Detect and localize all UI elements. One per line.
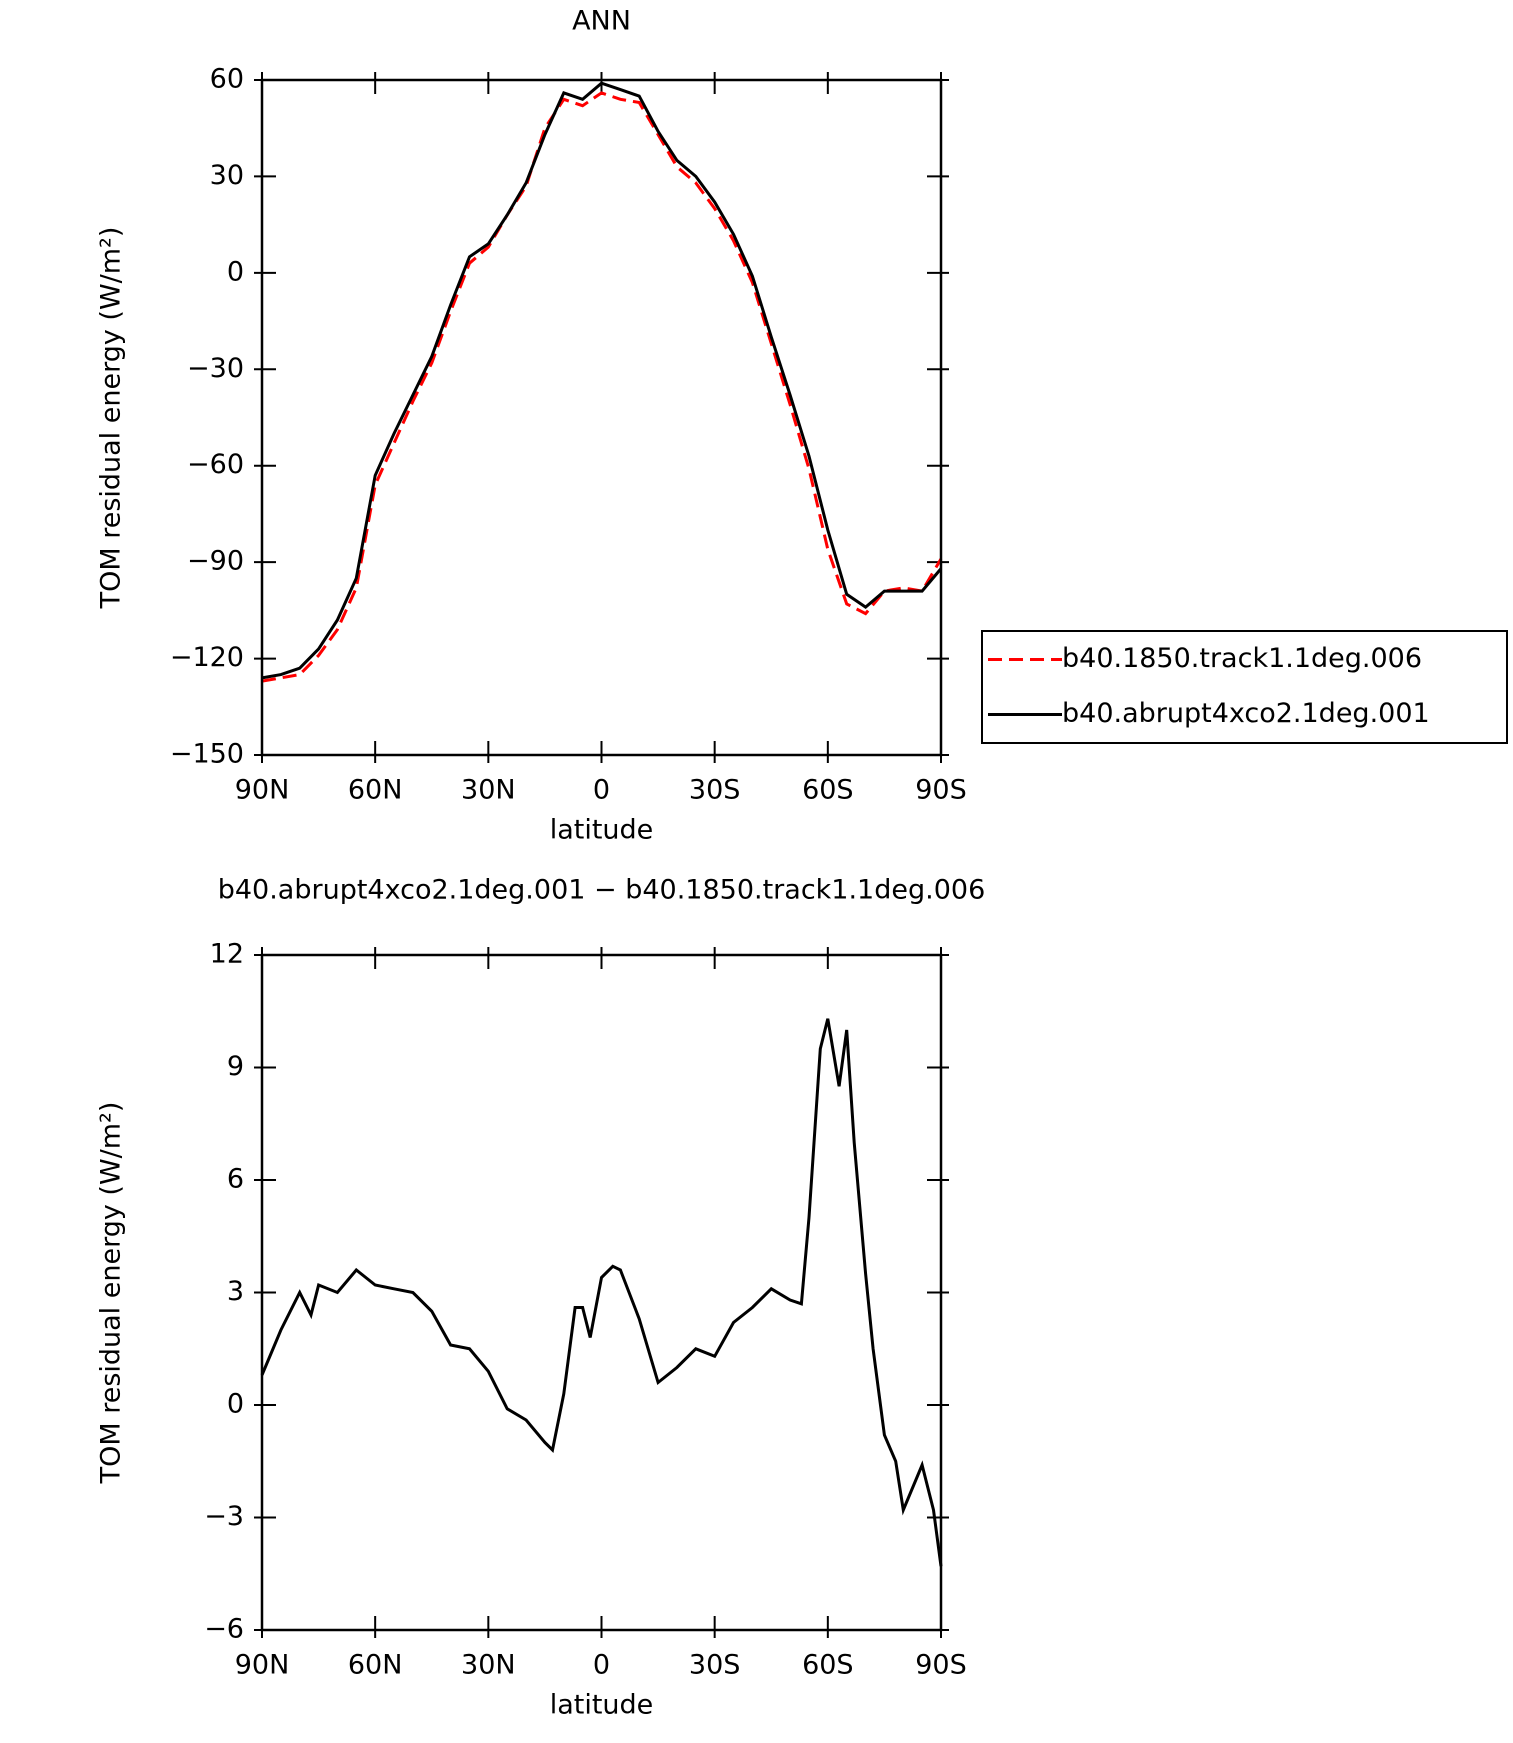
x-tick-label: 90N [235,1650,290,1681]
y-tick-label: 0 [227,1389,244,1420]
legend-label: b40.1850.track1.1deg.006 [1062,643,1422,674]
y-tick-label: 30 [210,160,244,191]
y-tick-label: −30 [187,353,244,384]
plot-frame [260,78,943,757]
series-line [261,91,943,683]
y-tick-label: 0 [227,256,244,287]
y-tick-label: 3 [227,1276,244,1307]
x-axis-label: latitude [550,1690,654,1721]
x-tick-label: 90S [915,1650,967,1681]
x-tick-label: 90S [915,775,967,806]
chart-title: ANN [572,6,631,37]
x-tick-label: 0 [593,775,610,806]
y-tick-label: −60 [187,449,244,480]
x-tick-label: 30S [689,1650,741,1681]
series-line [260,1018,943,1567]
plot-frame [260,953,943,1632]
y-axis-label: TOM residual energy (W/m²) [96,1102,127,1485]
y-tick-label: 60 [210,64,244,95]
x-tick-label: 60N [348,1650,403,1681]
x-tick-label: 0 [593,1650,610,1681]
x-tick-label: 90N [235,775,290,806]
legend-label: b40.abrupt4xco2.1deg.001 [1062,698,1430,729]
x-tick-label: 30N [461,775,516,806]
y-tick-label: 12 [210,939,244,970]
series-line [261,81,943,680]
chart-title: b40.abrupt4xco2.1deg.001 − b40.1850.trac… [218,875,986,906]
y-tick-label: 9 [227,1051,244,1082]
y-tick-label: −120 [170,642,244,673]
y-tick-label: −90 [187,546,244,577]
x-tick-label: 30N [461,1650,516,1681]
y-tick-label: −150 [170,739,244,770]
y-axis-label: TOM residual energy (W/m²) [96,227,127,610]
y-tick-label: −6 [204,1614,244,1645]
x-tick-label: 60S [802,1650,854,1681]
x-tick-label: 30S [689,775,741,806]
x-tick-label: 60N [348,775,403,806]
y-tick-label: −3 [204,1501,244,1532]
legend-box [981,630,1508,744]
x-axis-label: latitude [550,815,654,846]
x-tick-label: 60S [802,775,854,806]
y-tick-label: 6 [227,1164,244,1195]
